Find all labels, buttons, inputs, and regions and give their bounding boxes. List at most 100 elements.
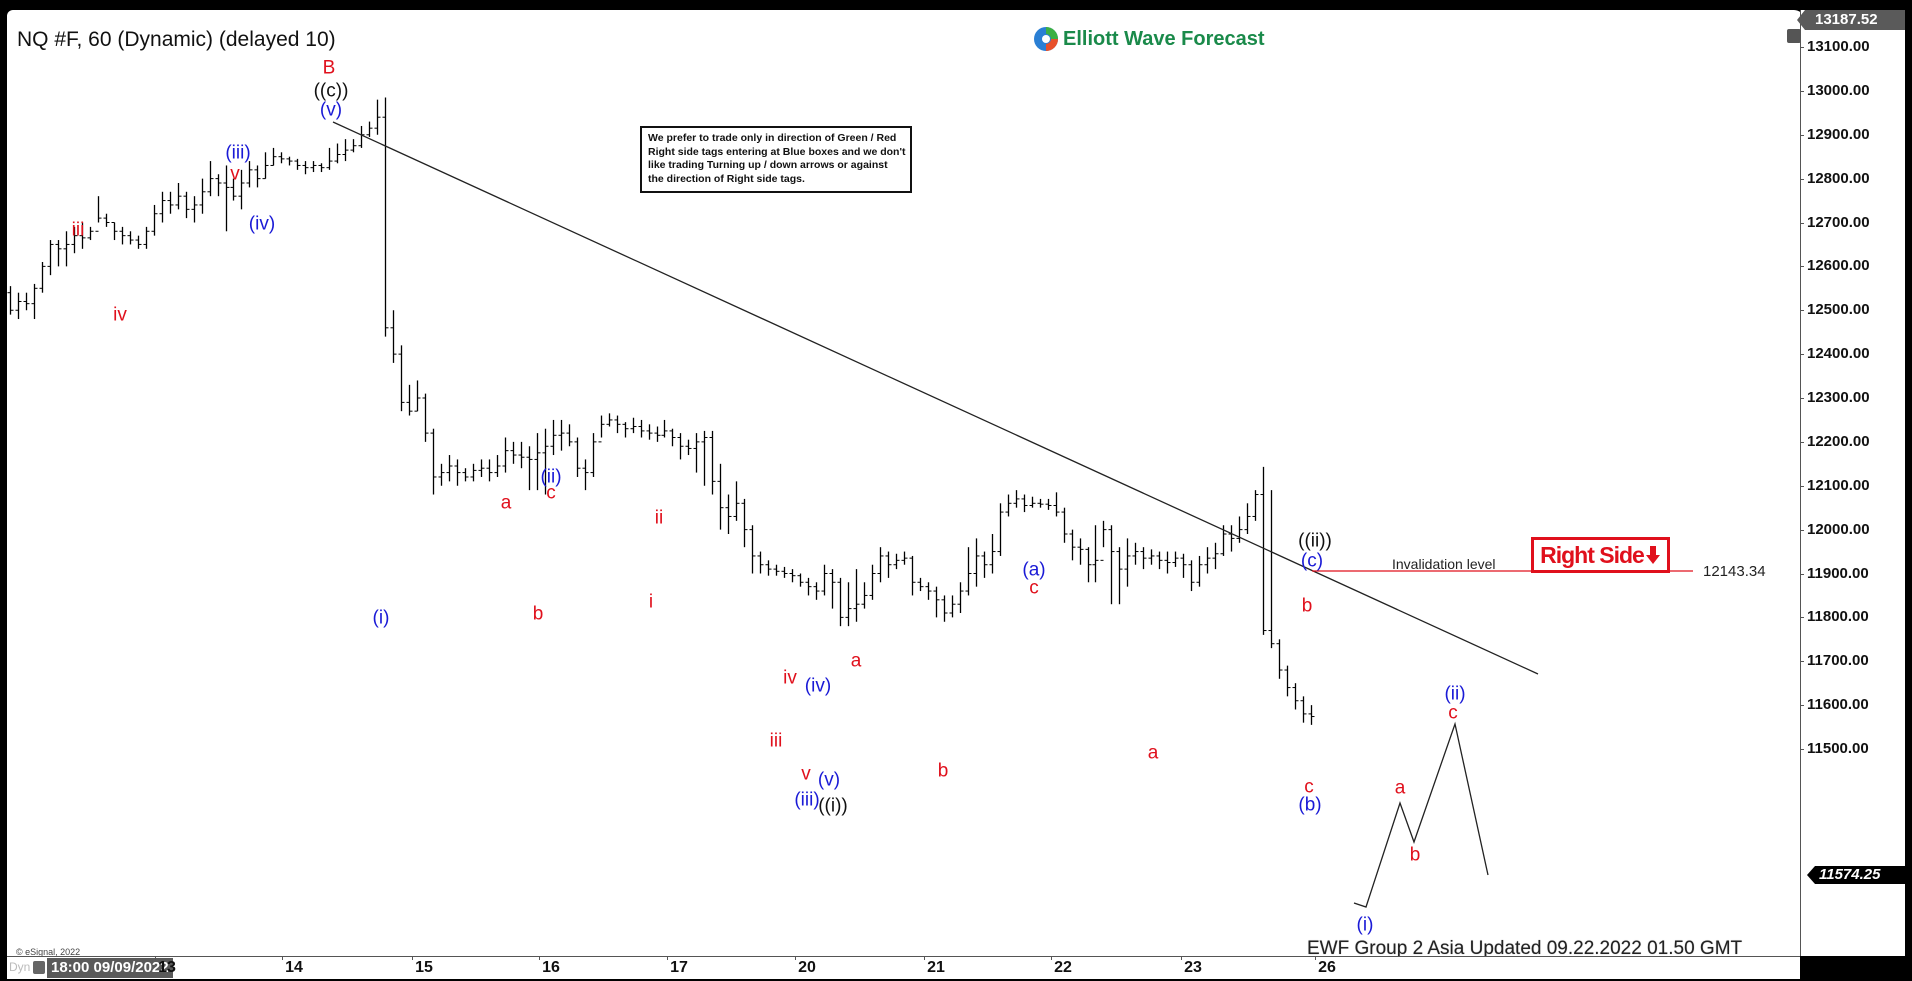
wave-label: (iv) <box>804 675 832 697</box>
wave-label: a <box>850 650 862 672</box>
update-footer: EWF Group 2 Asia Updated 09.22.2022 01.5… <box>1307 938 1743 959</box>
wave-label: ((c)) <box>313 80 349 102</box>
time-tick-label: 16 <box>542 959 560 976</box>
right-side-label: Right Side <box>1540 541 1645 568</box>
invalidation-label: Invalidation level <box>1392 556 1496 572</box>
wave-label: ((i)) <box>818 795 848 817</box>
wave-label: b <box>1301 595 1313 617</box>
price-tick-mark <box>1800 354 1804 356</box>
time-axis[interactable]: Dyn 18:00 09/09/2022 13 14 15 16 17 20 21 22 23 2… <box>7 956 1800 979</box>
wave-label: a <box>500 492 512 514</box>
invalidation-value: 12143.34 <box>1703 563 1766 580</box>
logo-text: Elliott Wave Forecast <box>1063 27 1265 50</box>
time-tick-mark <box>1315 956 1316 960</box>
price-tick-label: 12600.00 <box>1807 257 1870 275</box>
time-tick-mark <box>412 956 413 960</box>
price-tick-label: 11600.00 <box>1807 696 1869 714</box>
time-tick-label: 22 <box>1054 959 1072 976</box>
time-tick-mark <box>539 956 540 960</box>
price-tick-label: 12900.00 <box>1807 125 1870 143</box>
price-tick-mark <box>1800 222 1804 224</box>
wave-label: (b) <box>1298 794 1322 816</box>
wave-label: B <box>322 57 336 79</box>
wave-label: a <box>1147 742 1159 764</box>
price-tick-mark <box>1800 47 1804 48</box>
cursor-date-box: 18:00 09/09/2022 <box>47 958 173 978</box>
wave-label: (iv) <box>248 213 276 235</box>
price-tick-mark <box>1800 573 1804 575</box>
price-tick-mark <box>1800 617 1804 619</box>
time-tick-label: 20 <box>798 959 816 976</box>
price-plot-area[interactable] <box>7 10 1785 956</box>
wave-label: c <box>1029 577 1039 599</box>
price-chart-svg <box>7 97 1693 908</box>
wave-label: c <box>546 482 556 504</box>
wave-label: iii <box>769 730 783 752</box>
time-tick-label: 17 <box>670 959 688 976</box>
lock-icon[interactable] <box>33 961 45 974</box>
price-tick-label: 12800.00 <box>1807 169 1870 187</box>
price-tick-mark <box>1800 310 1804 312</box>
wave-label: ii <box>654 507 664 529</box>
price-tick-label: 11900.00 <box>1807 564 1869 582</box>
price-tick-label: 12200.00 <box>1807 432 1870 450</box>
price-tick-mark <box>1800 266 1804 268</box>
price-tick-label: 12300.00 <box>1807 389 1870 406</box>
wave-label: (v) <box>817 769 841 791</box>
ewf-logo: Elliott Wave Forecast <box>1033 26 1265 52</box>
price-tick-label: 12500.00 <box>1807 301 1870 319</box>
time-tick-mark <box>1051 956 1052 960</box>
wave-label: iii <box>71 219 85 241</box>
time-tick-label: 13 <box>158 959 176 976</box>
time-tick-mark <box>155 956 156 960</box>
time-tick-mark <box>667 956 668 960</box>
time-tick-label: 26 <box>1318 959 1336 976</box>
down-arrow-icon <box>1645 546 1660 564</box>
top-price-tag: 13187.52 <box>1797 10 1905 30</box>
time-tick-label: 15 <box>415 959 433 976</box>
time-tick-mark <box>795 956 796 960</box>
wave-label: (c) <box>1300 550 1324 572</box>
wave-label: v <box>801 763 811 785</box>
wave-label: b <box>937 760 949 782</box>
price-tick-label: 11800.00 <box>1807 608 1869 626</box>
chart-title: NQ #F, 60 (Dynamic) (delayed 10) <box>17 28 336 51</box>
chart-panel[interactable]: NQ #F, 60 (Dynamic) (delayed 10) Elliott… <box>7 10 1804 959</box>
price-tick-label: 13000.00 <box>1807 81 1870 99</box>
time-tick-mark <box>924 956 925 960</box>
price-tick-mark <box>1800 178 1804 180</box>
price-tick-mark <box>1800 705 1804 707</box>
time-tick-label: 21 <box>927 959 945 976</box>
wave-label: (v) <box>319 99 343 121</box>
wave-label: i <box>648 591 654 613</box>
wave-label: v <box>230 163 240 185</box>
price-tick-label: 13100.00 <box>1807 38 1870 55</box>
price-tick-mark <box>1800 485 1804 487</box>
trading-note-box: We prefer to trade only in direction of … <box>640 126 912 193</box>
wave-label: (iii) <box>225 142 251 164</box>
price-tick-mark <box>1800 441 1804 443</box>
last-price-tag: 11574.25 <box>1807 866 1905 884</box>
price-tick-mark <box>1800 529 1804 531</box>
wave-label: (a) <box>1022 559 1046 581</box>
price-axis[interactable]: 13100.00 13000.00 12900.00 12800.00 12700.00… <box>1800 10 1905 956</box>
dynamic-mode-label[interactable]: Dyn <box>9 960 31 974</box>
ewf-logo-icon <box>1034 27 1058 51</box>
time-tick-label: 23 <box>1184 959 1202 976</box>
price-tick-label: 12700.00 <box>1807 213 1870 231</box>
price-tick-label: 11700.00 <box>1807 652 1869 670</box>
wave-label: c <box>1448 702 1458 724</box>
wave-label: iv <box>113 304 127 326</box>
time-tick-label: 14 <box>285 959 303 976</box>
wave-label: (i) <box>372 607 390 629</box>
wave-label: iv <box>783 667 797 689</box>
wave-label: ((ii)) <box>1298 530 1332 552</box>
wave-label: (iii) <box>794 789 820 811</box>
time-tick-mark <box>1181 956 1182 960</box>
wave-label: (ii) <box>540 466 562 488</box>
price-tick-mark <box>1800 90 1804 92</box>
wave-label: (ii) <box>1444 683 1466 705</box>
restore-window-icon[interactable] <box>1787 29 1801 43</box>
right-side-tag: Right Side <box>1531 537 1670 573</box>
